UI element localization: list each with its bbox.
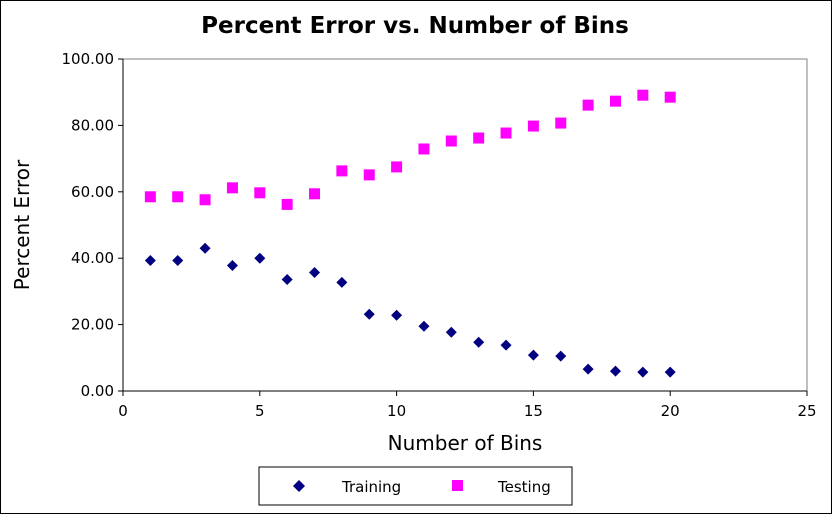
testing-point	[144, 191, 156, 203]
legend: Training Testing	[258, 466, 573, 506]
x-axis-title: Number of Bins	[388, 431, 543, 455]
testing-point	[527, 120, 539, 132]
legend-box	[258, 466, 573, 506]
testing-point	[336, 165, 348, 177]
testing-point	[309, 188, 321, 200]
chart-title: Percent Error vs. Number of Bins	[201, 13, 629, 39]
testing-point	[226, 182, 238, 194]
training-point	[637, 366, 649, 378]
training-point	[391, 309, 403, 321]
testing-point	[473, 132, 485, 144]
testing-point	[664, 91, 676, 103]
testing-point	[445, 135, 457, 147]
legend-testing-label: Testing	[497, 478, 551, 496]
testing-point	[199, 194, 211, 206]
training-point	[144, 255, 156, 267]
x-tick-label: 20	[661, 402, 680, 420]
training-point	[473, 336, 485, 348]
y-tick-label: 0.00	[81, 382, 114, 400]
x-tick-label: 0	[118, 402, 128, 420]
x-tick-label: 25	[797, 402, 816, 420]
x-ticks: 0 5 10 15 20 25	[118, 391, 817, 420]
training-point	[555, 350, 567, 362]
y-tick-label: 60.00	[71, 183, 114, 201]
legend-training-diamond-marker	[293, 480, 305, 492]
training-point	[418, 320, 430, 332]
training-point	[254, 252, 266, 264]
testing-point	[391, 161, 403, 173]
testing-point	[172, 191, 184, 203]
training-point	[172, 255, 184, 267]
y-tick-label: 20.00	[71, 316, 114, 334]
y-tick-label: 100.00	[62, 50, 115, 68]
testing-point	[500, 127, 512, 139]
training-point	[500, 339, 512, 351]
training-point	[199, 242, 211, 254]
x-tick-label: 15	[524, 402, 543, 420]
testing-point	[254, 187, 266, 199]
testing-point	[418, 143, 430, 155]
training-point	[309, 266, 321, 278]
training-point	[664, 366, 676, 378]
training-point	[527, 349, 539, 361]
training-point	[281, 273, 293, 285]
testing-point	[582, 99, 594, 111]
testing-point	[637, 89, 649, 101]
training-point	[582, 363, 594, 375]
training-point	[609, 365, 621, 377]
legend-training-label: Training	[341, 478, 401, 496]
testing-point	[609, 95, 621, 107]
training-point	[336, 276, 348, 288]
training-point	[226, 260, 238, 272]
x-tick-label: 10	[387, 402, 406, 420]
y-ticks: 0.00 20.00 40.00 60.00 80.00 100.00	[62, 50, 123, 400]
y-tick-label: 80.00	[71, 116, 114, 134]
y-tick-label: 40.00	[71, 249, 114, 267]
axes	[122, 59, 807, 392]
plot-area	[122, 58, 808, 392]
x-tick-label: 5	[255, 402, 265, 420]
legend-testing-square-marker	[452, 480, 463, 491]
training-point	[445, 326, 457, 338]
testing-point	[363, 169, 375, 181]
data-markers	[144, 89, 676, 378]
testing-point	[281, 198, 293, 210]
y-axis-title: Percent Error	[10, 159, 34, 290]
training-point	[363, 308, 375, 320]
testing-point	[555, 117, 567, 129]
